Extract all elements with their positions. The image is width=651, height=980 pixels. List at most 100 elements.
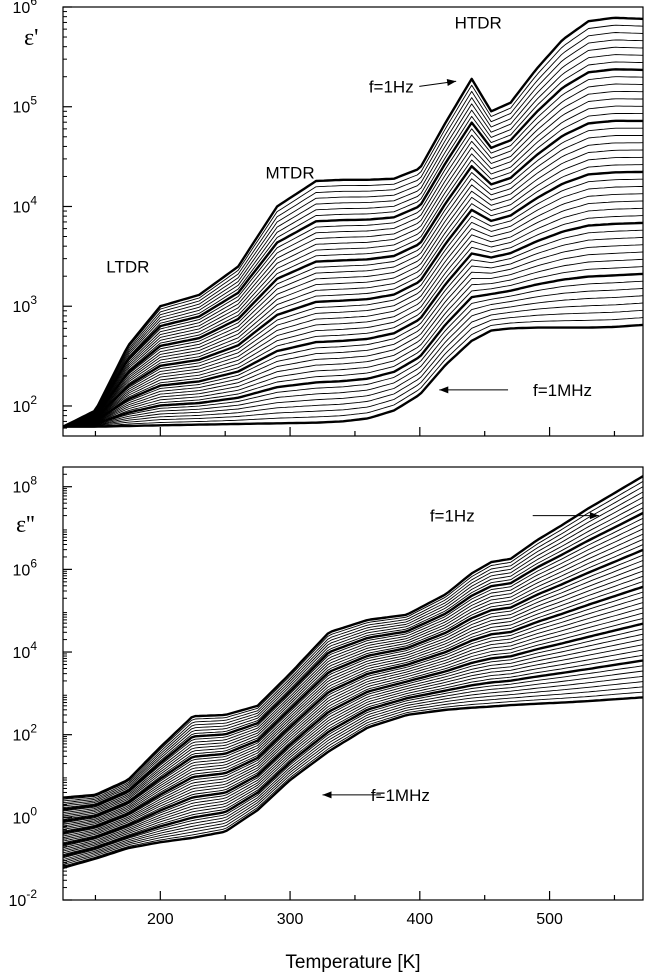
bottom-curve-34: [62, 654, 644, 855]
top-curve-9: [62, 83, 644, 428]
top-curve-21: [62, 170, 644, 428]
bottom-curve-6: [62, 507, 644, 809]
top-ticks: [63, 6, 616, 437]
top-curve-14: [62, 119, 643, 428]
bottom-x-tick-label-2: 400: [406, 911, 433, 928]
top-curve-20: [62, 164, 644, 428]
bottom-curve-30: [62, 633, 644, 849]
top-y-tick-label-2: 104: [13, 193, 38, 216]
bottom-curve-32: [62, 644, 644, 852]
bottom-curve-17: [62, 565, 644, 827]
top-curve-35: [62, 272, 644, 428]
bottom-curve-24: [62, 602, 644, 839]
top-curve-17: [62, 142, 644, 428]
top-plot-frame: [62, 6, 644, 437]
bottom-curve-29: [62, 628, 644, 847]
top-curve-7: [62, 68, 644, 428]
bottom-annotation-0: f=1Hz: [430, 507, 475, 526]
top-curve-3: [62, 39, 644, 428]
bottom-y-tick-label-5: 108: [13, 474, 38, 497]
top-curve-42: [63, 323, 644, 428]
top-curve-26: [62, 207, 644, 428]
bottom-curve-10: [62, 528, 644, 815]
top-curve-16: [62, 135, 643, 428]
bottom-curve-39: [62, 681, 644, 864]
bottom-curve-19: [62, 575, 644, 830]
bottom-curve-36: [62, 665, 644, 859]
top-y-axis-label: ε': [24, 25, 38, 51]
top-curve-18: [62, 149, 644, 428]
bottom-curve-40: [62, 686, 644, 865]
bottom-curve-8: [62, 517, 644, 812]
top-annotation-2: HTDR: [455, 13, 502, 32]
bottom-curve-13: [62, 544, 644, 820]
bottom-curve-7: [62, 511, 644, 811]
bottom-annotation-arrowhead-1: [322, 791, 332, 799]
top-annotation-arrowhead-3: [446, 79, 457, 86]
top-curve-24: [62, 193, 644, 428]
top-panel: ε' 102 103 104 105 106 LTDR MTDR HTDR f=1Hz f=1M…: [13, 0, 644, 437]
bottom-curve-0: [62, 475, 644, 799]
top-curve-2: [62, 32, 644, 428]
bottom-curve-18: [62, 570, 644, 829]
top-curve-5: [62, 54, 644, 428]
top-curve-0: [62, 16, 644, 428]
top-y-tick-label-4: 106: [13, 0, 38, 17]
top-curve-39: [62, 302, 644, 428]
bottom-y-tick-label-4: 106: [13, 556, 38, 579]
bottom-curve-23: [62, 596, 644, 837]
top-curve-41: [62, 317, 644, 428]
top-curve-28: [62, 221, 644, 428]
top-curve-31: [62, 244, 644, 428]
bottom-curve-2: [62, 486, 644, 802]
top-curve-6: [62, 61, 644, 428]
top-curve-25: [62, 200, 644, 428]
bottom-y-tick-labels: 10-2 100 102 104 106 108: [9, 474, 38, 910]
top-curve-22: [62, 178, 643, 428]
top-curve-4: [62, 46, 644, 428]
bottom-curve-38: [62, 675, 644, 862]
bottom-curve-20: [62, 581, 644, 832]
top-curve-34: [62, 266, 644, 428]
top-y-tick-label-0: 102: [13, 393, 38, 416]
x-axis-label: Temperature [K]: [285, 952, 420, 973]
bottom-curve-21: [62, 585, 644, 834]
bottom-y-tick-label-1: 100: [13, 804, 38, 827]
bottom-curve-11: [62, 533, 644, 817]
bottom-curve-26: [62, 612, 644, 842]
bottom-x-tick-label-1: 300: [277, 911, 304, 928]
top-curve-38: [62, 295, 644, 428]
bottom-curve-1: [62, 481, 644, 800]
bottom-curve-25: [62, 607, 644, 840]
top-curve-40: [62, 309, 644, 428]
top-curve-33: [62, 258, 644, 428]
bottom-curve-12: [62, 538, 644, 819]
top-curve-8: [62, 76, 644, 428]
top-annotation-0: LTDR: [106, 258, 149, 277]
top-annotations: LTDR MTDR HTDR f=1Hz f=1MHz: [106, 13, 592, 399]
bottom-curve-33: [62, 649, 644, 854]
top-curve-27: [62, 215, 644, 428]
bottom-x-tick-label-3: 500: [536, 911, 563, 928]
top-curve-10: [62, 90, 643, 428]
top-curve-1: [62, 24, 644, 428]
bottom-curve-31: [62, 638, 644, 850]
top-curve-12: [62, 105, 643, 428]
top-curve-29: [62, 229, 644, 428]
bottom-annotation-arrowhead-0: [589, 512, 599, 520]
bottom-curve-15: [62, 554, 644, 824]
bottom-curve-3: [62, 491, 644, 804]
top-curve-37: [62, 288, 644, 428]
top-curve-13: [62, 113, 643, 428]
bottom-curve-27: [62, 617, 644, 844]
bottom-y-tick-label-2: 102: [13, 722, 38, 745]
bottom-x-tick-labels: 200 300 400 500: [147, 911, 563, 928]
bottom-y-tick-label-3: 104: [13, 639, 38, 662]
bottom-panel: ε'' 10-2 100 102 104 106 108 200 300 400 500 f=1…: [9, 466, 644, 973]
bottom-annotation-1: f=1MHz: [371, 786, 430, 805]
top-annotation-arrowhead-4: [439, 386, 449, 394]
bottom-curve-37: [62, 670, 644, 860]
top-curve-36: [62, 280, 644, 428]
bottom-x-tick-label-0: 200: [147, 911, 174, 928]
